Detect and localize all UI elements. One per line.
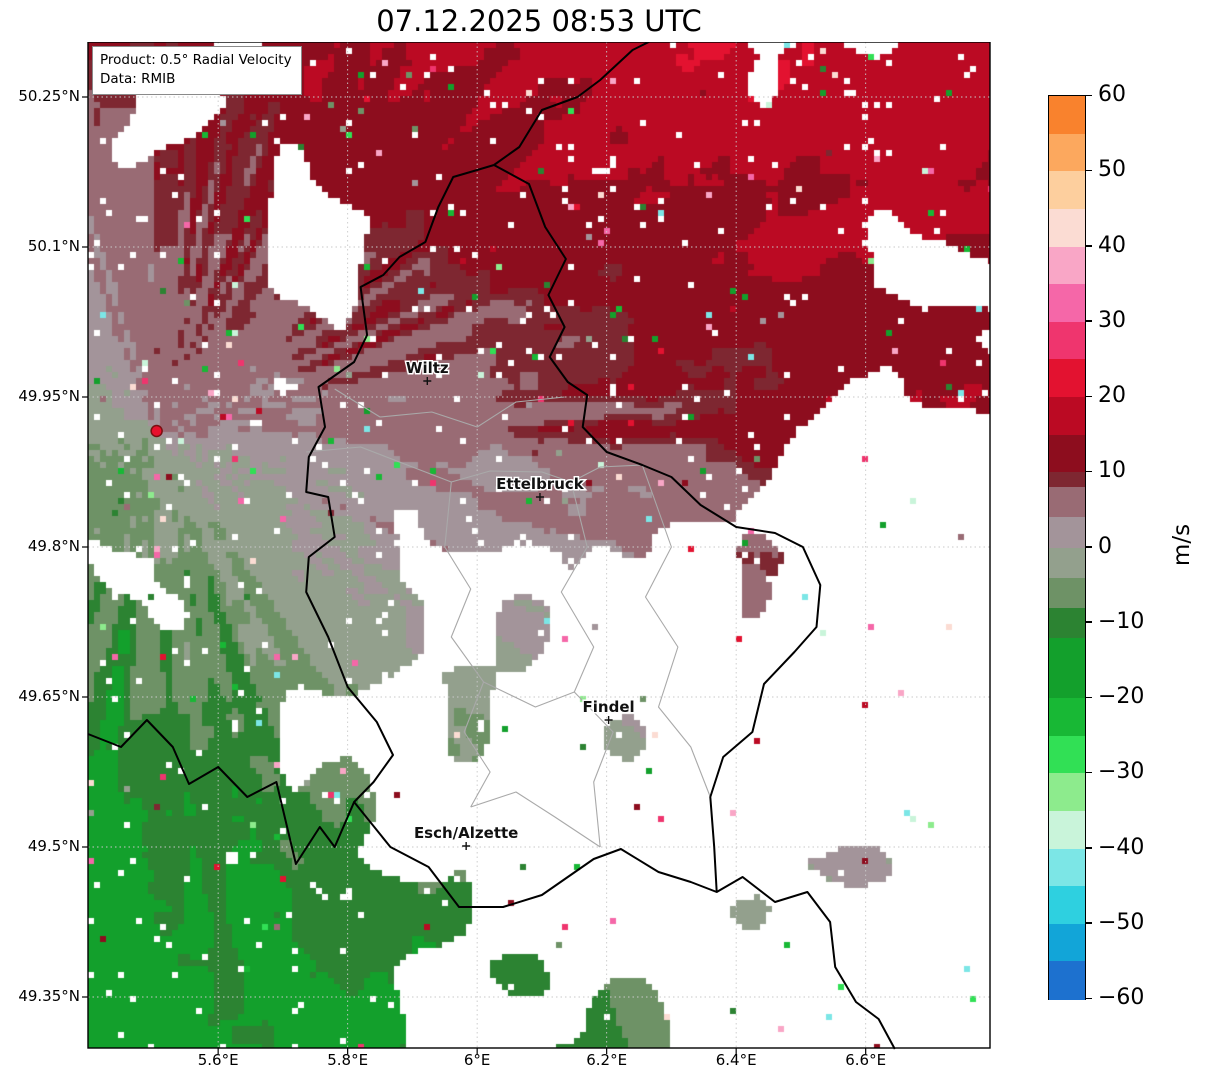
colorbar-tick-label: −50: [1098, 909, 1145, 935]
colorbar-tick-label: −60: [1098, 985, 1145, 1010]
colorbar-tick-label: 60: [1098, 82, 1126, 107]
colorbar-segment: [1049, 208, 1085, 247]
colorbar-tick-mark: [1086, 320, 1092, 322]
colorbar-segment: [1049, 698, 1085, 737]
colorbar-tick-mark: [1086, 169, 1092, 172]
colorbar-segment: [1049, 472, 1085, 488]
colorbar-tick-mark: [1086, 94, 1092, 96]
x-tick-label: 6.2°E: [586, 1051, 628, 1069]
colorbar-tick-mark: [1086, 245, 1092, 247]
x-tick-label: 6°E: [463, 1051, 491, 1069]
colorbar-segment: [1049, 133, 1085, 172]
colorbar-tick-label: −10: [1098, 608, 1145, 634]
colorbar-segment: [1049, 397, 1085, 436]
colorbar-segment: [1049, 923, 1085, 962]
colorbar-tick-mark: [1086, 997, 1092, 999]
colorbar-gradient: [1048, 95, 1086, 1000]
colorbar-tick-label: 50: [1098, 157, 1126, 183]
colorbar-tick-label: 20: [1098, 383, 1126, 408]
colorbar-segment: [1049, 284, 1085, 323]
colorbar-segment: [1049, 487, 1085, 518]
x-axis-tick-labels: 5.6°E 5.8°E 6°E 6.2°E 6.4°E 6.6°E: [88, 1051, 990, 1075]
colorbar-tick-mark: [1086, 546, 1092, 548]
y-tick-label: 49.35°N: [18, 987, 80, 1005]
y-tick-label: 49.8°N: [27, 537, 80, 555]
colorbar-tick-label: −20: [1098, 684, 1145, 709]
colorbar-segment: [1049, 607, 1085, 639]
legend-source-line: Data: RMIB: [100, 70, 176, 87]
colorbar-segment: [1049, 735, 1085, 774]
colorbar-tick-label: 40: [1098, 232, 1126, 258]
colorbar-segment: [1049, 171, 1085, 210]
colorbar-segment: [1049, 517, 1085, 548]
colorbar: 60 50 40 30 20 10 0 −10 −20 −30 −40 −50 −60 m/s: [1048, 82, 1207, 1010]
colorbar-segment: [1049, 434, 1085, 473]
y-tick-label: 49.5°N: [27, 837, 80, 855]
y-axis-tick-labels: 50.25°N 50.1°N 49.95°N 49.8°N 49.65°N 49.5°N 4…: [0, 42, 82, 1048]
colorbar-segment: [1049, 577, 1085, 609]
colorbar-segment: [1049, 359, 1085, 398]
colorbar-segment: [1049, 637, 1085, 699]
colorbar-segment: [1049, 886, 1085, 925]
colorbar-segment: [1049, 773, 1085, 812]
colorbar-tick-mark: [1086, 771, 1092, 774]
x-tick-label: 5.6°E: [197, 1051, 239, 1069]
colorbar-segment: [1049, 321, 1085, 360]
x-tick-label: 6.4°E: [715, 1051, 757, 1069]
colorbar-tick-label: −40: [1098, 834, 1145, 860]
colorbar-tick-mark: [1086, 922, 1092, 924]
colorbar-segment: [1049, 810, 1085, 849]
colorbar-tick-label: 10: [1098, 458, 1126, 484]
y-tick-label: 50.25°N: [18, 87, 80, 105]
colorbar-segment: [1049, 96, 1085, 135]
y-tick-label: 49.95°N: [18, 387, 80, 405]
colorbar-segment: [1049, 246, 1085, 285]
product-legend: Product: 0.5° Radial Velocity Data: RMIB: [92, 46, 302, 95]
y-tick-label: 50.1°N: [27, 237, 80, 255]
legend-product-line: Product: 0.5° Radial Velocity: [100, 52, 292, 68]
colorbar-segment: [1049, 547, 1085, 579]
colorbar-tick-label: 0: [1098, 533, 1112, 559]
colorbar-segment: [1049, 848, 1085, 887]
colorbar-tick-mark: [1086, 847, 1092, 849]
x-tick-label: 6.6°E: [845, 1051, 887, 1069]
colorbar-tick-label: 30: [1098, 307, 1126, 333]
figure-title: 07.12.2025 08:53 UTC: [376, 4, 702, 38]
colorbar-unit-label: m/s: [1169, 523, 1195, 567]
colorbar-tick-label: −30: [1098, 759, 1145, 785]
colorbar-segment: [1049, 961, 1085, 1000]
colorbar-tick-mark: [1086, 395, 1092, 397]
colorbar-tick-mark: [1086, 696, 1092, 698]
velocity-field-canvas: [88, 42, 990, 1048]
x-tick-label: 5.8°E: [327, 1051, 369, 1069]
colorbar-tick-mark: [1086, 621, 1092, 623]
y-tick-label: 49.65°N: [18, 687, 80, 705]
colorbar-tick-mark: [1086, 470, 1092, 473]
